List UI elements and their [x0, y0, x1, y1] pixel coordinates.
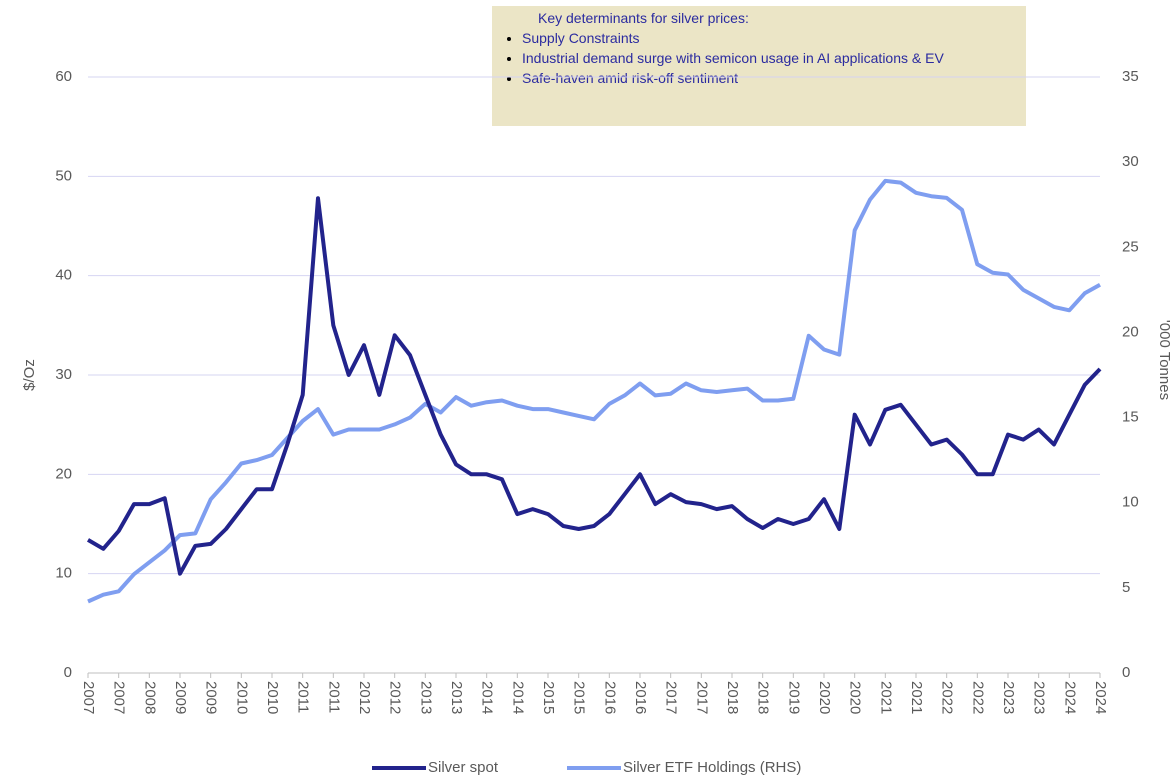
annotation-item: Supply Constraints [522, 28, 1022, 48]
x-tick-label: 2014 [479, 681, 496, 714]
x-tick-label: 2010 [233, 681, 250, 714]
legend-label: Silver spot [428, 759, 499, 776]
y2-tick-label: 35 [1122, 68, 1139, 85]
x-tick-label: 2023 [1000, 681, 1017, 714]
x-tick-label: 2024 [1092, 681, 1109, 714]
x-tick-label: 2014 [509, 681, 526, 714]
x-tick-label: 2016 [601, 681, 618, 714]
y2-tick-label: 20 [1122, 323, 1139, 340]
annotation-list: Supply Constraints Industrial demand sur… [500, 28, 1022, 88]
legend-label: Silver ETF Holdings (RHS) [623, 759, 801, 776]
y-tick-label: 60 [55, 68, 72, 85]
x-tick-label: 2012 [356, 681, 373, 714]
x-tick-label: 2017 [663, 681, 680, 714]
x-tick-label: 2018 [724, 681, 741, 714]
line-series [86, 196, 1102, 576]
x-tick-label: 2017 [693, 681, 710, 714]
x-tick-label: 2015 [540, 681, 557, 714]
y2-tick-label: 10 [1122, 494, 1139, 511]
x-tick-label: 2019 [785, 681, 802, 714]
x-tick-label: 2013 [417, 681, 434, 714]
y-tick-label: 50 [55, 167, 72, 184]
y-axis-label: $/Oz [21, 359, 38, 391]
x-tick-label: 2022 [969, 681, 986, 714]
x-tick-label: 2018 [755, 681, 772, 714]
y2-axis-label: '000 Tonnes [1156, 320, 1173, 400]
x-tick-label: 2013 [448, 681, 465, 714]
x-tick-label: 2012 [387, 681, 404, 714]
y-tick-label: 0 [64, 664, 72, 681]
x-tick-label: 2008 [141, 681, 158, 714]
y-tick-label: 40 [55, 267, 72, 284]
y2-tick-label: 30 [1122, 153, 1139, 170]
x-tick-label: 2021 [908, 681, 925, 714]
annotation-box [492, 6, 1026, 126]
y2-tick-label: 25 [1122, 238, 1139, 255]
x-tick-label: 2015 [571, 681, 588, 714]
x-tick-label: 2007 [111, 681, 128, 714]
line-series [87, 178, 1101, 604]
annotation-title: Key determinants for silver prices: [538, 10, 749, 26]
y-tick-label: 30 [55, 366, 72, 383]
x-tick-label: 2024 [1061, 681, 1078, 714]
y2-tick-label: 5 [1122, 579, 1130, 596]
x-tick-label: 2020 [816, 681, 833, 714]
y-tick-label: 10 [55, 565, 72, 582]
x-tick-label: 2009 [172, 681, 189, 714]
y2-tick-label: 15 [1122, 409, 1139, 426]
y2-tick-label: 0 [1122, 664, 1130, 681]
annotation: Key determinants for silver prices: Supp… [500, 8, 1022, 126]
annotation-item: Industrial demand surge with semicon usa… [522, 48, 1022, 68]
x-tick-label: 2011 [295, 681, 312, 713]
y-tick-label: 20 [55, 465, 72, 482]
x-tick-label: 2023 [1031, 681, 1048, 714]
x-tick-label: 2011 [325, 681, 342, 713]
x-tick-label: 2010 [264, 681, 281, 714]
x-tick-label: 2021 [877, 681, 894, 714]
x-tick-label: 2020 [847, 681, 864, 714]
annotation-item: Safe-haven amid risk-off sentiment [522, 68, 1022, 88]
x-tick-label: 2007 [80, 681, 97, 714]
x-tick-label: 2016 [632, 681, 649, 714]
x-tick-label: 2022 [939, 681, 956, 714]
x-tick-label: 2009 [203, 681, 220, 714]
